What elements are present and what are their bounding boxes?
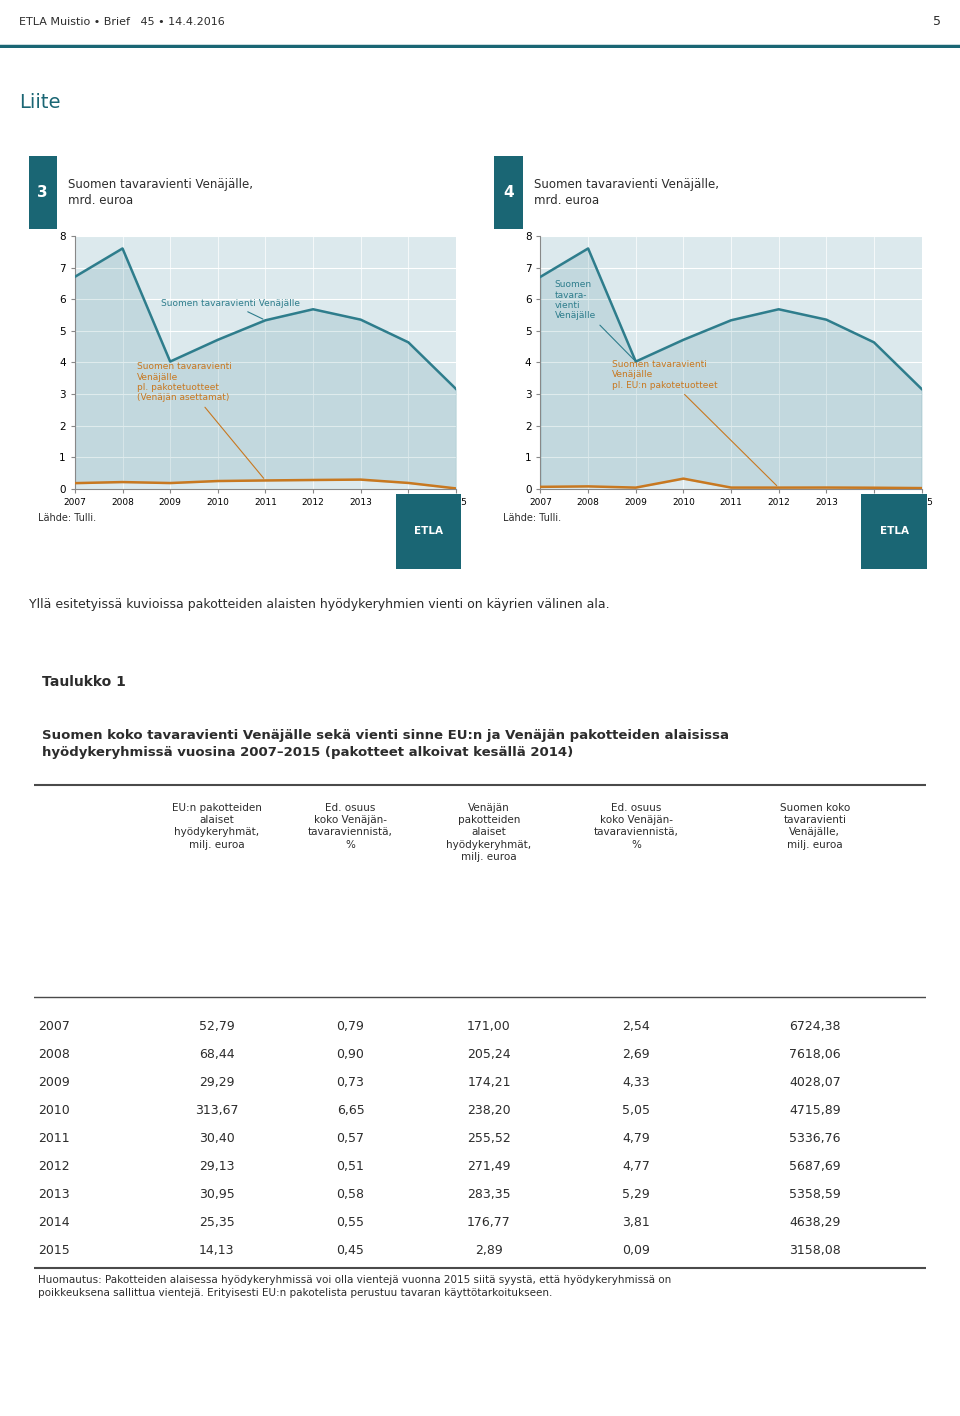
Text: 2007: 2007 <box>38 1020 70 1034</box>
Text: Lähde: Tulli.: Lähde: Tulli. <box>503 513 562 524</box>
Text: Suomen tavaravienti
Venäjälle
pl. EU:n pakotetuotteet: Suomen tavaravienti Venäjälle pl. EU:n p… <box>612 360 777 486</box>
Text: ETLA: ETLA <box>872 1330 902 1341</box>
Text: 2008: 2008 <box>38 1048 70 1061</box>
Text: 5: 5 <box>933 16 941 28</box>
Text: Suomen koko
tavaravienti
Venäjälle,
milj. euroa: Suomen koko tavaravienti Venäjälle, milj… <box>780 803 850 850</box>
Text: 0,73: 0,73 <box>337 1076 365 1089</box>
Text: Taulukko 1: Taulukko 1 <box>42 675 126 690</box>
FancyBboxPatch shape <box>29 156 58 229</box>
Text: 0,09: 0,09 <box>622 1245 650 1257</box>
Text: Suomen tavaravienti Venäjälle: Suomen tavaravienti Venäjälle <box>160 299 300 319</box>
Text: 2014: 2014 <box>38 1216 70 1229</box>
FancyBboxPatch shape <box>861 494 926 569</box>
Text: 68,44: 68,44 <box>199 1048 234 1061</box>
Text: 238,20: 238,20 <box>468 1104 511 1117</box>
Text: Ed. osuus
koko Venäjän-
tavaraviennistä,
%: Ed. osuus koko Venäjän- tavaraviennistä,… <box>594 803 679 850</box>
Text: 0,55: 0,55 <box>337 1216 365 1229</box>
Text: 2011: 2011 <box>38 1133 70 1146</box>
Text: 0,45: 0,45 <box>337 1245 365 1257</box>
Text: 0,90: 0,90 <box>337 1048 365 1061</box>
Text: 171,00: 171,00 <box>468 1020 511 1034</box>
Text: 271,49: 271,49 <box>468 1160 511 1172</box>
Text: 205,24: 205,24 <box>468 1048 511 1061</box>
Text: 2,69: 2,69 <box>622 1048 650 1061</box>
Text: 283,35: 283,35 <box>468 1188 511 1201</box>
Text: 3,81: 3,81 <box>622 1216 650 1229</box>
Text: 25,35: 25,35 <box>199 1216 234 1229</box>
Text: Huomautus: Pakotteiden alaisessa hyödykeryhmissä voi olla vientejä vuonna 2015 s: Huomautus: Pakotteiden alaisessa hyödyke… <box>38 1274 672 1298</box>
Text: 2,54: 2,54 <box>622 1020 650 1034</box>
Text: 2,89: 2,89 <box>475 1245 503 1257</box>
Text: 313,67: 313,67 <box>195 1104 238 1117</box>
Text: 30,40: 30,40 <box>199 1133 234 1146</box>
Text: 0,58: 0,58 <box>337 1188 365 1201</box>
Text: Ed. osuus
koko Venäjän-
tavaraviennistä,
%: Ed. osuus koko Venäjän- tavaraviennistä,… <box>308 803 393 850</box>
Text: EU:n pakotteiden
alaiset
hyödykeryhmät,
milj. euroa: EU:n pakotteiden alaiset hyödykeryhmät, … <box>172 803 261 850</box>
Text: 0,79: 0,79 <box>337 1020 365 1034</box>
Text: ETLA: ETLA <box>879 525 908 537</box>
Text: 5358,59: 5358,59 <box>789 1188 841 1201</box>
Text: 3: 3 <box>37 185 48 200</box>
Text: 2010: 2010 <box>38 1104 70 1117</box>
Text: 5687,69: 5687,69 <box>789 1160 841 1172</box>
Text: ETLA Muistio • Brief   45 • 14.4.2016: ETLA Muistio • Brief 45 • 14.4.2016 <box>19 17 225 27</box>
Text: 30,95: 30,95 <box>199 1188 234 1201</box>
Text: 4638,29: 4638,29 <box>789 1216 841 1229</box>
Text: 4,33: 4,33 <box>622 1076 650 1089</box>
Text: 2013: 2013 <box>38 1188 70 1201</box>
Text: 5,05: 5,05 <box>622 1104 650 1117</box>
Text: 0,57: 0,57 <box>337 1133 365 1146</box>
Text: 6,65: 6,65 <box>337 1104 365 1117</box>
Text: 14,13: 14,13 <box>199 1245 234 1257</box>
FancyBboxPatch shape <box>396 494 461 569</box>
Text: Venäjän
pakotteiden
alaiset
hyödykeryhmät,
milj. euroa: Venäjän pakotteiden alaiset hyödykeryhmä… <box>446 803 532 862</box>
Text: 2015: 2015 <box>38 1245 70 1257</box>
Text: Lähde: Tulli.: Lähde: Tulli. <box>37 513 96 524</box>
Text: 174,21: 174,21 <box>468 1076 511 1089</box>
Text: 2012: 2012 <box>38 1160 70 1172</box>
Text: 0,51: 0,51 <box>337 1160 365 1172</box>
Text: Yllä esitetyissä kuvioissa pakotteiden alaisten hyödykeryhmien vienti on käyrien: Yllä esitetyissä kuvioissa pakotteiden a… <box>29 598 610 612</box>
Text: Suomen tavaravienti Venäjälle,
mrd. euroa: Suomen tavaravienti Venäjälle, mrd. euro… <box>534 178 719 207</box>
Text: 4715,89: 4715,89 <box>789 1104 841 1117</box>
Text: Suomen koko tavaravienti Venäjälle sekä vienti sinne EU:n ja Venäjän pakotteiden: Suomen koko tavaravienti Venäjälle sekä … <box>42 729 730 759</box>
Text: 3158,08: 3158,08 <box>789 1245 841 1257</box>
FancyBboxPatch shape <box>494 156 523 229</box>
Text: ETLA: ETLA <box>414 525 443 537</box>
Text: 6724,38: 6724,38 <box>789 1020 841 1034</box>
Text: 7618,06: 7618,06 <box>789 1048 841 1061</box>
Text: 29,29: 29,29 <box>199 1076 234 1089</box>
Text: Suomen tavaravienti Venäjälle,
mrd. euroa: Suomen tavaravienti Venäjälle, mrd. euro… <box>68 178 253 207</box>
Text: 29,13: 29,13 <box>199 1160 234 1172</box>
Text: 4,77: 4,77 <box>622 1160 650 1172</box>
Text: Suomen
tavara-
vienti
Venäjälle: Suomen tavara- vienti Venäjälle <box>555 280 634 360</box>
Text: 4028,07: 4028,07 <box>789 1076 841 1089</box>
Text: 4: 4 <box>503 185 514 200</box>
Text: 5,29: 5,29 <box>622 1188 650 1201</box>
Text: Liite: Liite <box>19 93 60 112</box>
Text: 4,79: 4,79 <box>622 1133 650 1146</box>
Text: Suomen tavaravienti
Venäjälle
pl. pakotetuotteet
(Venäjän asettamat): Suomen tavaravienti Venäjälle pl. pakote… <box>137 362 264 479</box>
Text: 52,79: 52,79 <box>199 1020 234 1034</box>
Text: 5336,76: 5336,76 <box>789 1133 841 1146</box>
Text: 2009: 2009 <box>38 1076 70 1089</box>
Text: 255,52: 255,52 <box>468 1133 511 1146</box>
Text: 176,77: 176,77 <box>468 1216 511 1229</box>
